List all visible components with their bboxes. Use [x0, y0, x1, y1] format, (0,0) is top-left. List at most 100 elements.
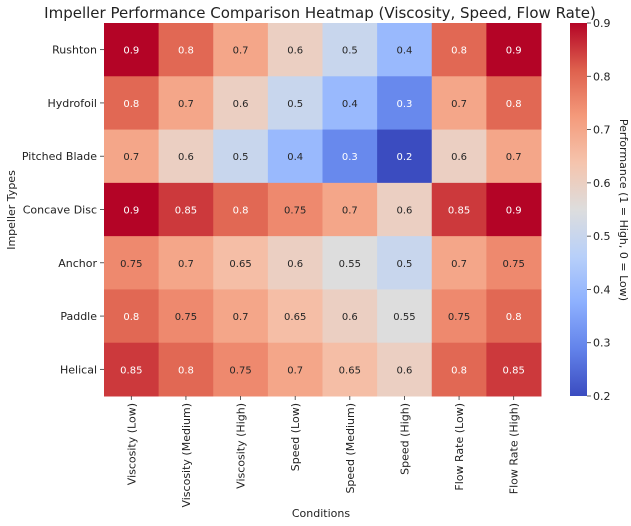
- x-tick-label: Flow Rate (Low): [453, 403, 466, 491]
- heatmap-cell: [267, 236, 323, 290]
- colorbar-tick-label: 0.6: [593, 177, 611, 190]
- heatmap-cell: [486, 23, 542, 77]
- cell-value-label: 0.7: [233, 312, 249, 323]
- cell-value-label: 0.2: [396, 152, 412, 163]
- y-tick-label: Concave Disc: [23, 204, 97, 217]
- cell-value-label: 0.4: [287, 152, 303, 163]
- y-tick-label: Helical: [60, 363, 97, 376]
- heatmap-cell: [213, 182, 269, 237]
- cell-value-label: 0.7: [451, 259, 467, 270]
- heatmap-cells: 0.9 0.8 0.7 0.6 0.5 0.4 0.8 0.9 0.8 0.7 0.6 0.5 0.4 0…: [104, 23, 542, 397]
- cell-value-label: 0.7: [287, 365, 303, 376]
- cell-value-label: 0.9: [123, 206, 139, 217]
- cell-value-label: 0.75: [448, 312, 470, 323]
- heatmap-cell: [431, 236, 487, 290]
- x-tick-label: Speed (Low): [289, 403, 302, 471]
- cell-value-label: 0.8: [506, 99, 522, 110]
- heatmap-cell: [158, 236, 214, 290]
- cell-value-label: 0.65: [339, 365, 361, 376]
- y-tick-label: Hydrofoil: [48, 97, 98, 110]
- heatmap-cell: [267, 23, 323, 77]
- heatmap-cell: [322, 182, 378, 237]
- heatmap-cell: [431, 129, 487, 184]
- colorbar-tick-label: 0.8: [593, 70, 611, 83]
- heatmap-cell: [158, 182, 214, 237]
- cell-value-label: 0.8: [451, 365, 467, 376]
- heatmap-cell: [104, 23, 160, 77]
- cell-value-label: 0.8: [506, 312, 522, 323]
- heatmap-cell: [431, 76, 487, 131]
- cell-value-label: 0.5: [233, 152, 249, 163]
- cell-value-label: 0.85: [503, 365, 525, 376]
- heatmap-cell: [377, 23, 433, 77]
- cell-value-label: 0.8: [123, 312, 139, 323]
- heatmap-cell: [158, 76, 214, 131]
- cell-value-label: 0.75: [175, 312, 197, 323]
- cell-value-label: 0.75: [503, 259, 525, 270]
- heatmap-cell: [158, 289, 214, 344]
- cell-value-label: 0.6: [178, 152, 194, 163]
- heatmap-cell: [267, 182, 323, 237]
- cell-value-label: 0.9: [506, 206, 522, 217]
- heatmap-cell: [158, 23, 214, 77]
- heatmap-cell: [431, 342, 487, 397]
- heatmap-cell: [213, 236, 269, 290]
- heatmap-cell: [104, 76, 160, 131]
- heatmap-cell: [322, 236, 378, 290]
- heatmap-cell: [158, 342, 214, 397]
- x-tick-label: Viscosity (Medium): [180, 403, 193, 508]
- heatmap-cell: [213, 76, 269, 131]
- heatmap-cell: [486, 129, 542, 184]
- cell-value-label: 0.3: [396, 99, 412, 110]
- y-axis-ticks: Rushton Hydrofoil Pitched Blade Concave Dis…: [22, 44, 104, 376]
- cell-value-label: 0.8: [178, 365, 194, 376]
- cell-value-label: 0.6: [342, 312, 358, 323]
- heatmap-cell: [213, 342, 269, 397]
- cell-value-label: 0.7: [506, 152, 522, 163]
- heatmap-cell: [377, 182, 433, 237]
- heatmap-cell: [377, 289, 433, 344]
- cell-value-label: 0.65: [284, 312, 306, 323]
- chart-title: Impeller Performance Comparison Heatmap …: [44, 4, 596, 22]
- cell-value-label: 0.85: [448, 206, 470, 217]
- cell-value-label: 0.6: [396, 206, 412, 217]
- heatmap-cell: [104, 342, 160, 397]
- cell-value-label: 0.75: [120, 259, 142, 270]
- heatmap-cell: [158, 129, 214, 184]
- cell-value-label: 0.8: [451, 46, 467, 57]
- heatmap-cell: [322, 23, 378, 77]
- x-axis-label: Conditions: [292, 507, 350, 520]
- heatmap-cell: [322, 289, 378, 344]
- heatmap-cell: [104, 236, 160, 290]
- heatmap-cell: [213, 289, 269, 344]
- cell-value-label: 0.7: [451, 99, 467, 110]
- cell-value-label: 0.6: [287, 259, 303, 270]
- heatmap-cell: [377, 342, 433, 397]
- cell-value-label: 0.5: [287, 99, 303, 110]
- colorbar-tick-label: 0.4: [593, 283, 611, 296]
- heatmap-cell: [431, 289, 487, 344]
- cell-value-label: 0.5: [342, 46, 358, 57]
- cell-value-label: 0.9: [123, 46, 139, 57]
- colorbar-tick-label: 0.3: [593, 337, 611, 350]
- cell-value-label: 0.4: [342, 99, 358, 110]
- cell-value-label: 0.6: [451, 152, 467, 163]
- heatmap-cell: [486, 76, 542, 131]
- heatmap-cell: [431, 182, 487, 237]
- cell-value-label: 0.85: [175, 206, 197, 217]
- cell-value-label: 0.7: [178, 259, 194, 270]
- y-tick-label: Rushton: [52, 44, 97, 57]
- heatmap-cell: [267, 129, 323, 184]
- cell-value-label: 0.75: [284, 206, 306, 217]
- heatmap-cell: [322, 76, 378, 131]
- cell-value-label: 0.6: [287, 46, 303, 57]
- heatmap-cell: [322, 129, 378, 184]
- colorbar-label: Performance (1 = High, 0 = Low): [617, 119, 630, 301]
- x-tick-label: Speed (High): [398, 403, 411, 475]
- heatmap-cell: [431, 23, 487, 77]
- heatmap-cell: [377, 236, 433, 290]
- cell-value-label: 0.55: [339, 259, 361, 270]
- heatmap-cell: [486, 342, 542, 397]
- cell-value-label: 0.3: [342, 152, 358, 163]
